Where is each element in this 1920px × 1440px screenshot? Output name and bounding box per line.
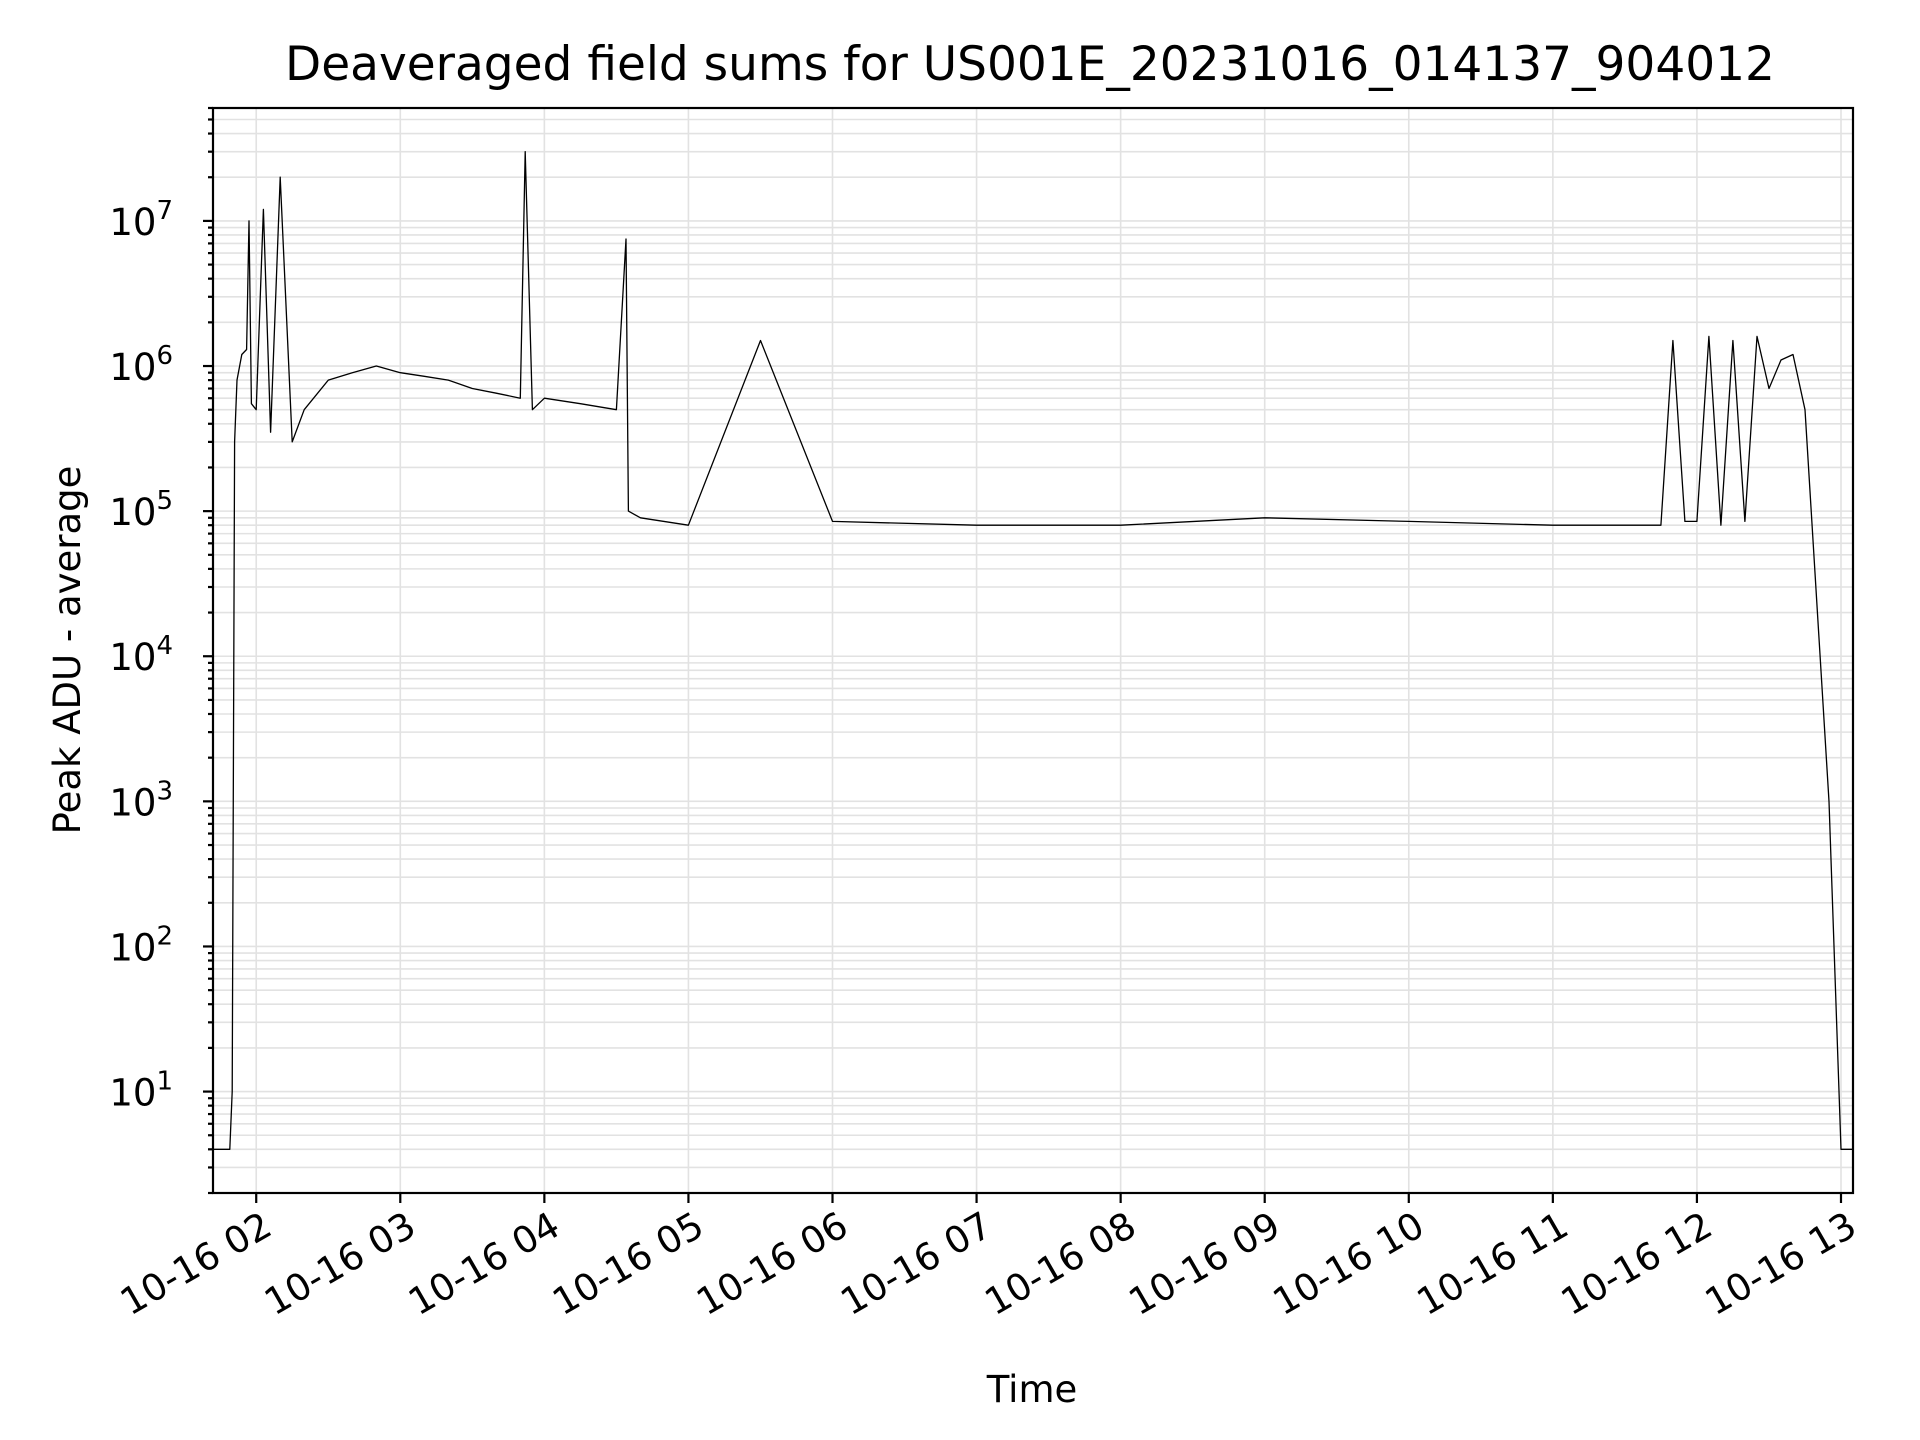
x-axis-label: Time bbox=[986, 1368, 1078, 1411]
y-axis: 101 102 103 104 105 106 107 bbox=[109, 106, 213, 1195]
grid-layer bbox=[213, 107, 1853, 1194]
x-tick-label: 10-16 04 bbox=[401, 1204, 567, 1324]
x-tick-label: 10-16 03 bbox=[257, 1204, 423, 1324]
plot-area-frame bbox=[211, 106, 1855, 1195]
chart-title: Deaveraged field sums for US001E_2023101… bbox=[285, 37, 1775, 92]
y-tick-label: 104 bbox=[109, 631, 173, 679]
x-tick-label: 10-16 13 bbox=[1698, 1204, 1864, 1324]
x-tick-label: 10-16 10 bbox=[1266, 1204, 1432, 1324]
y-tick-label: 101 bbox=[109, 1067, 173, 1115]
x-tick-label: 10-16 12 bbox=[1554, 1204, 1720, 1324]
y-axis-label: Peak ADU - average bbox=[46, 466, 89, 835]
x-tick-label: 10-16 09 bbox=[1122, 1204, 1288, 1324]
y-tick-label: 102 bbox=[109, 921, 173, 969]
x-tick-label: 10-16 08 bbox=[978, 1204, 1144, 1324]
x-tick-label: 10-16 07 bbox=[834, 1204, 1000, 1324]
data-layer bbox=[213, 151, 1853, 1150]
x-tick-label: 10-16 02 bbox=[113, 1204, 279, 1324]
data-series-line bbox=[213, 151, 1853, 1150]
y-tick-label: 103 bbox=[109, 776, 173, 824]
y-tick-label: 105 bbox=[109, 486, 173, 534]
y-tick-label: 107 bbox=[109, 196, 173, 244]
y-tick-label: 106 bbox=[109, 341, 173, 389]
x-tick-label: 10-16 05 bbox=[545, 1204, 711, 1324]
x-tick-label: 10-16 11 bbox=[1410, 1204, 1576, 1324]
x-tick-label: 10-16 06 bbox=[689, 1204, 855, 1324]
